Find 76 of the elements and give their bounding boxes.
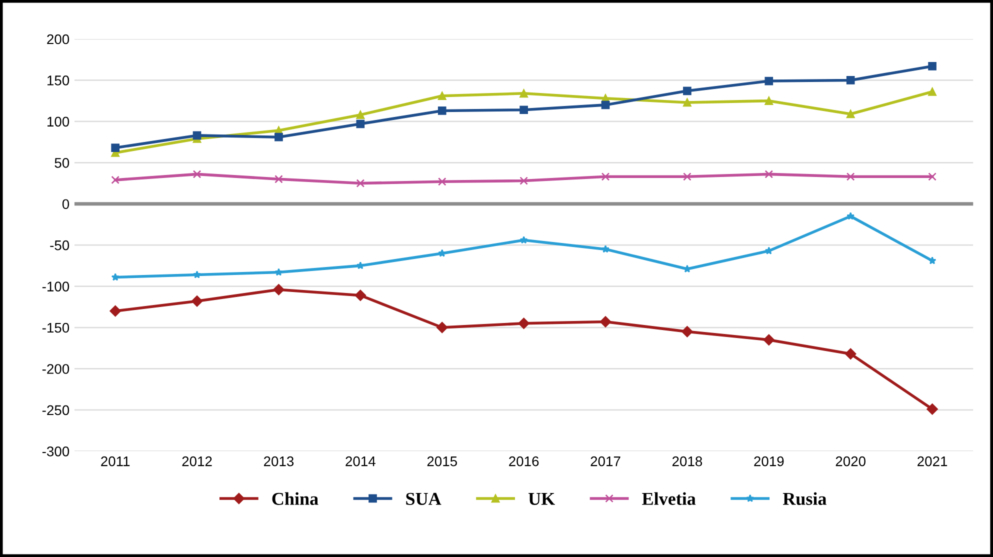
x-tick-label: 2018 (672, 456, 702, 466)
point (438, 106, 446, 115)
point (111, 144, 120, 152)
point (518, 318, 530, 329)
y-tick-label: -300 (42, 446, 70, 456)
x-tick-label: 2014 (346, 456, 376, 466)
point (438, 177, 446, 186)
point (928, 172, 936, 181)
y-tick-label: -150 (42, 322, 70, 333)
point (110, 305, 121, 317)
point (274, 268, 283, 276)
point (764, 76, 774, 86)
point (354, 290, 366, 301)
point (683, 86, 692, 96)
point (520, 236, 528, 244)
y-tick-label: -100 (42, 282, 70, 292)
point (274, 132, 283, 142)
point (682, 326, 693, 338)
y-tick-label: -50 (50, 240, 70, 250)
x-tick-label: 2016 (509, 456, 539, 466)
point (846, 212, 855, 220)
point (356, 120, 365, 128)
point (356, 179, 365, 188)
point (764, 246, 773, 254)
point (273, 284, 284, 296)
point (601, 100, 610, 110)
point (436, 322, 448, 334)
x-tick-label: 2020 (836, 456, 866, 466)
y-tick-label: 150 (48, 76, 70, 86)
point (928, 88, 936, 96)
legend-label: China (272, 492, 318, 505)
y-tick-label: 0 (62, 199, 70, 210)
point (274, 174, 283, 184)
point (928, 256, 936, 264)
x-tick-label: 2021 (918, 456, 948, 466)
point (846, 110, 855, 118)
y-tick-label: 200 (47, 34, 70, 44)
x-tick-label: 2013 (264, 456, 294, 466)
point (520, 106, 528, 114)
y-tick-label: 100 (48, 116, 70, 127)
point (844, 348, 856, 360)
y-tick-label: 50 (54, 158, 70, 168)
point (926, 404, 938, 415)
point (356, 262, 364, 270)
point (438, 92, 446, 100)
point (846, 172, 855, 181)
y-tick-label: -250 (42, 405, 70, 416)
point (683, 98, 692, 107)
y-tick-label: -200 (42, 364, 70, 374)
point (191, 296, 203, 307)
point (602, 245, 610, 253)
point (520, 176, 528, 185)
point (600, 316, 612, 328)
point (520, 89, 528, 98)
point (928, 62, 936, 70)
x-tick-label: 2015 (427, 456, 457, 466)
point (193, 270, 202, 278)
point (683, 172, 692, 181)
point (192, 131, 202, 140)
x-tick-label: 2017 (590, 456, 620, 466)
legend-label: UK (528, 492, 555, 505)
legend-label: Elvetia (642, 492, 696, 505)
point (111, 273, 120, 281)
point (846, 76, 855, 84)
point (764, 96, 774, 105)
point (192, 170, 202, 178)
point (111, 176, 120, 184)
point (356, 110, 365, 119)
point (601, 172, 610, 181)
x-tick-label: 2011 (101, 456, 130, 466)
legend-label: SUA (406, 492, 442, 505)
point (764, 170, 774, 178)
x-tick-label: 2019 (754, 456, 784, 466)
legend-label: Rusia (782, 492, 826, 506)
point (763, 334, 775, 346)
x-tick-label: 2012 (182, 456, 212, 466)
